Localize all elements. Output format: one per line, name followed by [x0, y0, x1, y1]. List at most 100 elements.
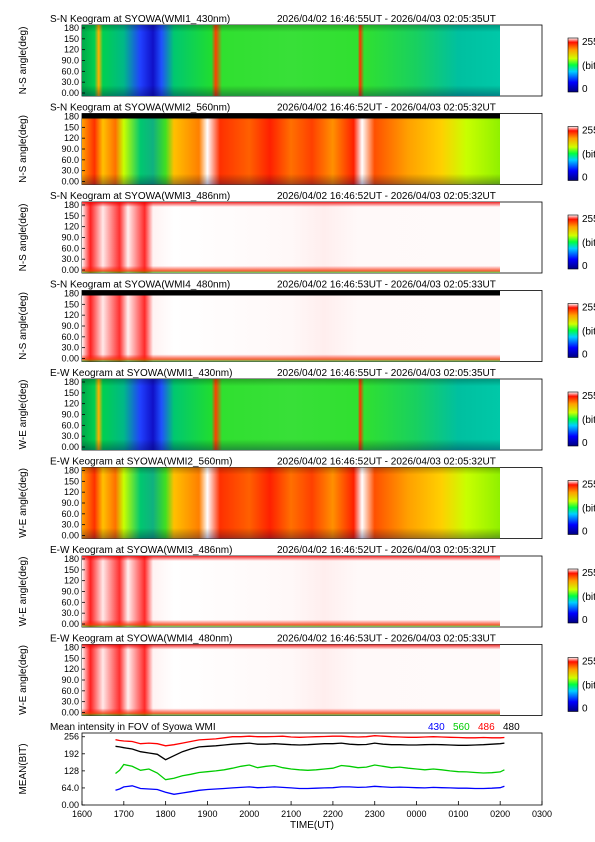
- y-axis-label: N-S angle(deg): [18, 115, 29, 183]
- colorbar-unit-label: (bit): [582, 238, 595, 249]
- keogram-panel: S-N Keogram at SYOWA(WMI2_560nm) 2026/04/…: [18, 103, 595, 187]
- y-tick-label: 60.0: [61, 420, 79, 430]
- series-line-430: [115, 785, 505, 795]
- mean-y-axis-label: MEAN(BIT): [18, 743, 29, 794]
- panel-time-range: 2026/04/02 16:46:55UT - 2026/04/03 02:05…: [277, 368, 496, 379]
- y-tick-label: 0.00: [61, 88, 79, 98]
- legend-entry-486: 486: [478, 722, 495, 733]
- colorbar-min-label: 0: [582, 261, 588, 272]
- y-tick-label: 150: [64, 299, 79, 309]
- colorbar-min-label: 0: [582, 438, 588, 449]
- panel-title: E-W Keogram at SYOWA(WMI4_480nm): [50, 634, 232, 645]
- x-tick-label: 2000: [239, 809, 259, 819]
- colorbar-unit-label: (bit): [582, 504, 595, 515]
- y-tick-label: 90.0: [61, 498, 79, 508]
- y-tick-label: 180: [64, 643, 79, 653]
- colorbar-min-label: 0: [582, 84, 588, 95]
- panel-title: E-W Keogram at SYOWA(WMI2_560nm): [50, 457, 232, 468]
- colorbar-min-label: 0: [582, 615, 588, 626]
- panel-title: S-N Keogram at SYOWA(WMI1_430nm): [50, 14, 230, 25]
- mean-y-tick-label: 192: [64, 749, 79, 759]
- colorbar-max-label: 255: [582, 480, 595, 491]
- panel-time-range: 2026/04/02 16:46:52UT - 2026/04/03 02:05…: [277, 545, 496, 556]
- series-line-560: [115, 763, 505, 781]
- y-tick-label: 60.0: [61, 597, 79, 607]
- y-tick-label: 180: [64, 23, 79, 33]
- y-tick-label: 30.0: [61, 520, 79, 530]
- y-tick-label: 30.0: [61, 608, 79, 618]
- colorbar-unit-label: (bit): [582, 592, 595, 603]
- y-tick-label: 120: [64, 133, 79, 143]
- x-tick-label: 1800: [156, 809, 176, 819]
- keogram-panel: E-W Keogram at SYOWA(WMI3_486nm) 2026/04/…: [18, 545, 595, 629]
- x-tick-label: 0200: [490, 809, 510, 819]
- y-tick-label: 150: [64, 388, 79, 398]
- colorbar-unit-label: (bit): [582, 150, 595, 161]
- x-tick-label: 1700: [114, 809, 134, 819]
- y-axis-label: W-E angle(deg): [18, 645, 29, 715]
- y-tick-label: 120: [64, 310, 79, 320]
- y-axis-label: N-S angle(deg): [18, 27, 29, 95]
- keogram-panels: S-N Keogram at SYOWA(WMI1_430nm) 2026/04/…: [18, 14, 595, 718]
- colorbar-unit-label: (bit): [582, 61, 595, 72]
- panel-time-range: 2026/04/02 16:46:52UT - 2026/04/03 02:05…: [277, 457, 496, 468]
- panel-title: S-N Keogram at SYOWA(WMI4_480nm): [50, 280, 230, 291]
- y-tick-label: 180: [64, 377, 79, 387]
- y-tick-label: 180: [64, 554, 79, 564]
- y-tick-label: 0.00: [61, 708, 79, 718]
- y-axis-label: W-E angle(deg): [18, 380, 29, 450]
- colorbar: [567, 303, 579, 358]
- mean-y-tick-label: 0.00: [61, 800, 79, 810]
- y-tick-label: 120: [64, 576, 79, 586]
- y-tick-label: 0.00: [61, 531, 79, 541]
- x-tick-label: 1900: [197, 809, 217, 819]
- x-tick-label: 2200: [323, 809, 343, 819]
- keogram-shading: [82, 556, 500, 627]
- y-tick-label: 150: [64, 211, 79, 221]
- x-tick-label: 2300: [365, 809, 385, 819]
- colorbar: [567, 391, 579, 447]
- mean-y-tick-label: 256: [64, 732, 79, 742]
- y-tick-label: 150: [64, 122, 79, 132]
- y-tick-label: 60.0: [61, 332, 79, 342]
- panel-time-range: 2026/04/02 16:46:55UT - 2026/04/03 02:05…: [277, 14, 496, 25]
- y-tick-label: 120: [64, 487, 79, 497]
- y-axis-label: N-S angle(deg): [18, 204, 29, 272]
- x-tick-label: 0300: [532, 809, 552, 819]
- keogram-shading: [82, 379, 500, 450]
- y-tick-label: 60.0: [61, 66, 79, 76]
- y-tick-label: 30.0: [61, 166, 79, 176]
- y-tick-label: 60.0: [61, 243, 79, 253]
- series-line-480: [115, 742, 505, 761]
- y-tick-label: 180: [64, 200, 79, 210]
- keogram-shading: [82, 467, 500, 539]
- panel-time-range: 2026/04/02 16:46:52UT - 2026/04/03 02:05…: [277, 191, 496, 202]
- y-tick-label: 90.0: [61, 410, 79, 420]
- keogram-black-band: [82, 290, 500, 296]
- y-tick-label: 60.0: [61, 155, 79, 165]
- y-tick-label: 60.0: [61, 686, 79, 696]
- colorbar: [567, 480, 579, 535]
- colorbar-max-label: 255: [582, 657, 595, 668]
- x-axis-label: TIME(UT): [290, 820, 334, 831]
- y-tick-label: 30.0: [61, 431, 79, 441]
- colorbar-unit-label: (bit): [582, 327, 595, 338]
- panel-title: S-N Keogram at SYOWA(WMI2_560nm): [50, 103, 230, 114]
- x-tick-label: 1600: [72, 809, 92, 819]
- mean-y-tick-label: 128: [64, 766, 79, 776]
- mean-intensity-panel: Mean intensity in FOV of Syowa WMI 430 560…: [18, 722, 552, 831]
- keogram-black-band: [82, 113, 500, 119]
- keogram-panel: S-N Keogram at SYOWA(WMI3_486nm) 2026/04/…: [18, 191, 595, 275]
- mean-chart: Mean intensity in FOV of Syowa WMI 430 560…: [18, 722, 552, 831]
- y-tick-label: 150: [64, 34, 79, 44]
- colorbar-max-label: 255: [582, 303, 595, 314]
- colorbar-max-label: 255: [582, 568, 595, 579]
- colorbar-min-label: 0: [582, 350, 588, 361]
- panel-title: E-W Keogram at SYOWA(WMI3_486nm): [50, 545, 232, 556]
- y-axis-label: W-E angle(deg): [18, 557, 29, 627]
- keogram-panel: E-W Keogram at SYOWA(WMI1_430nm) 2026/04/…: [18, 368, 595, 452]
- y-tick-label: 30.0: [61, 77, 79, 87]
- y-axis-label: N-S angle(deg): [18, 292, 29, 360]
- colorbar-min-label: 0: [582, 527, 588, 538]
